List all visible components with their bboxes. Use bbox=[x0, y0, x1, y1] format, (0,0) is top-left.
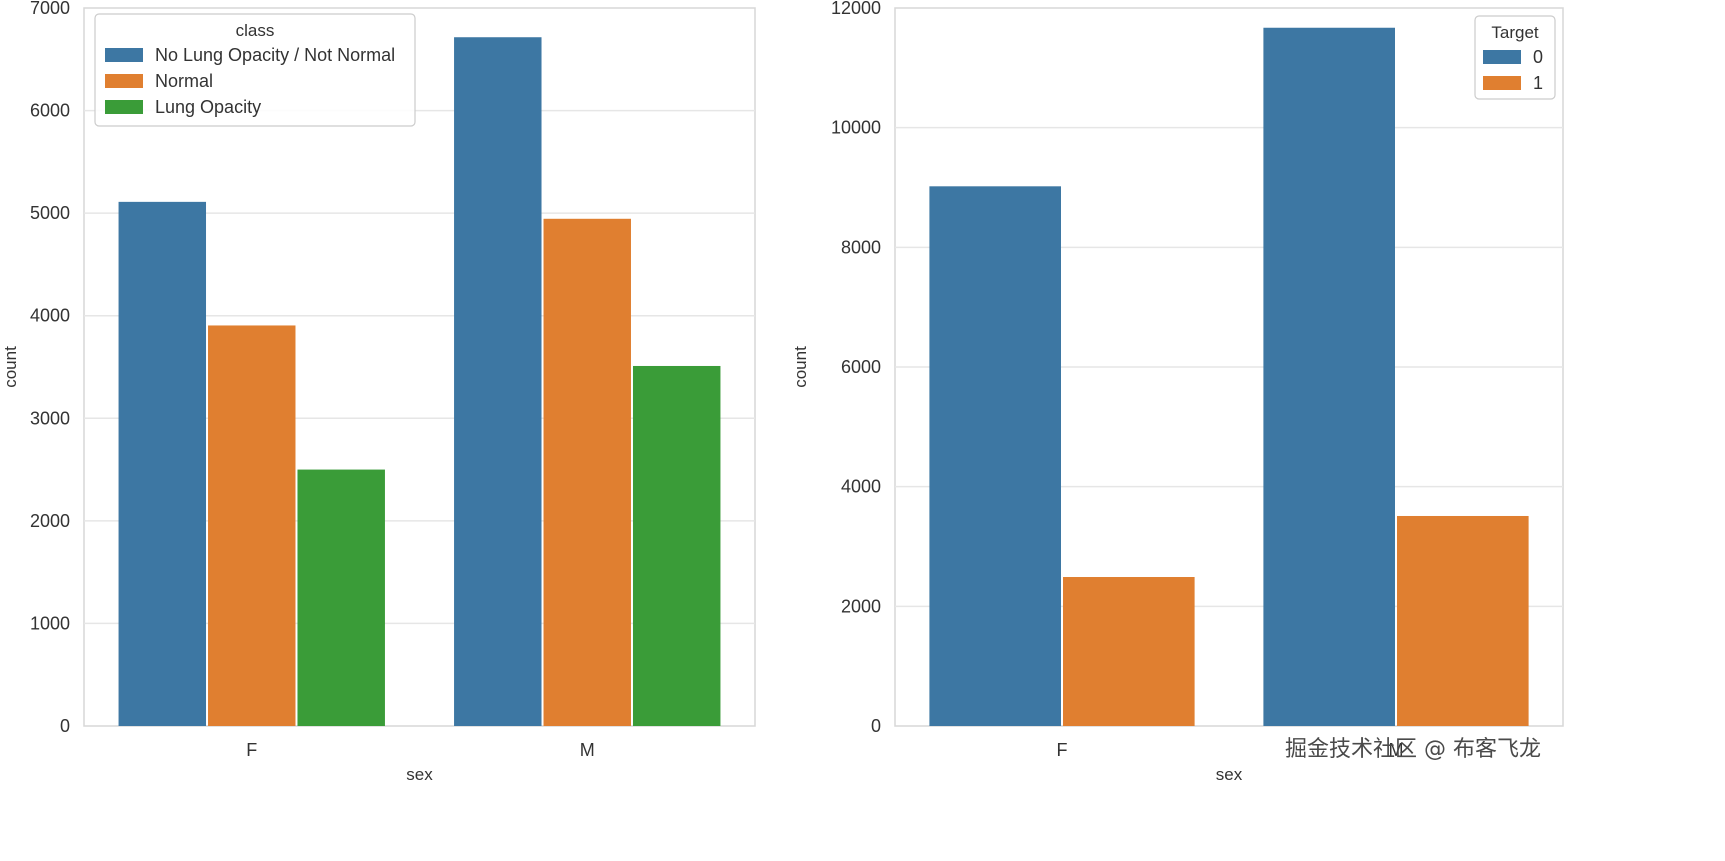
bar-f-lung-opacity bbox=[297, 469, 385, 726]
bar-m-lung-opacity bbox=[632, 365, 721, 726]
bar-f-normal bbox=[208, 325, 296, 726]
x-tick-label: F bbox=[246, 740, 257, 760]
y-tick-label: 3000 bbox=[30, 408, 70, 428]
x-tick-label: M bbox=[1389, 740, 1404, 760]
watermark-area: 掘金技术社区 @ 布客飞龙 bbox=[1285, 737, 1541, 762]
legend-label-0: 0 bbox=[1533, 47, 1543, 67]
y-tick-label: 7000 bbox=[30, 0, 70, 18]
bar-f-no-lung-opacity-not-normal bbox=[118, 201, 207, 727]
legend-title: Target bbox=[1491, 23, 1539, 42]
legend-swatch-lung-opacity bbox=[105, 100, 143, 114]
bar-m-no-lung-opacity-not-normal bbox=[454, 37, 542, 727]
legend-swatch-0 bbox=[1483, 50, 1521, 64]
legend-title: class bbox=[236, 21, 275, 40]
legend-label-normal: Normal bbox=[155, 71, 213, 91]
bar-m-normal bbox=[543, 218, 631, 726]
y-tick-label: 2000 bbox=[841, 596, 881, 616]
y-tick-label: 4000 bbox=[30, 306, 70, 326]
y-tick-label: 1000 bbox=[30, 613, 70, 633]
x-axis-label: sex bbox=[406, 765, 433, 784]
y-axis-label: count bbox=[791, 346, 810, 388]
legend-swatch-normal bbox=[105, 74, 143, 88]
y-tick-label: 10000 bbox=[831, 118, 881, 138]
bar-f-0 bbox=[929, 186, 1061, 726]
y-tick-label: 12000 bbox=[831, 0, 881, 18]
y-tick-label: 4000 bbox=[841, 477, 881, 497]
legend-swatch-1 bbox=[1483, 76, 1521, 90]
bar-f-1 bbox=[1063, 577, 1195, 726]
y-tick-label: 6000 bbox=[841, 357, 881, 377]
bar-m-1 bbox=[1397, 515, 1529, 726]
y-tick-label: 2000 bbox=[30, 511, 70, 531]
y-tick-label: 0 bbox=[60, 716, 70, 736]
y-tick-label: 8000 bbox=[841, 237, 881, 257]
x-axis-label: sex bbox=[1216, 765, 1243, 784]
legend-label-lung-opacity: Lung Opacity bbox=[155, 97, 261, 117]
legend-label-no-lung-opacity-not-normal: No Lung Opacity / Not Normal bbox=[155, 45, 395, 65]
y-axis-label: count bbox=[1, 346, 20, 388]
legend-label-1: 1 bbox=[1533, 73, 1543, 93]
legend-box bbox=[94, 13, 416, 127]
x-tick-label: F bbox=[1057, 740, 1068, 760]
y-tick-label: 0 bbox=[871, 716, 881, 736]
legend-swatch-no-lung-opacity-not-normal bbox=[105, 48, 143, 62]
y-tick-label: 5000 bbox=[30, 203, 70, 223]
x-tick-label: M bbox=[580, 740, 595, 760]
y-tick-label: 6000 bbox=[30, 101, 70, 121]
watermark: 掘金技术社区 @ 布客飞龙 bbox=[1285, 737, 1541, 762]
bar-m-0 bbox=[1263, 27, 1395, 727]
